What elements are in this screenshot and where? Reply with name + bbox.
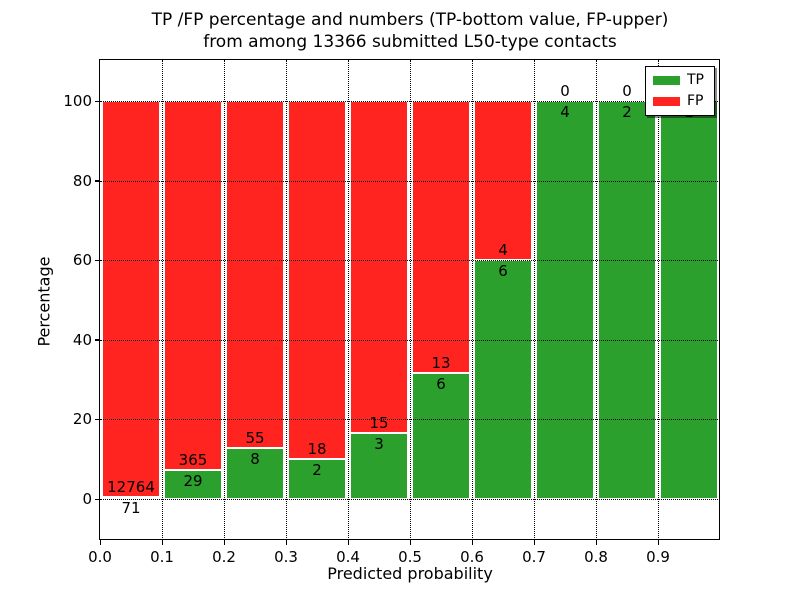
x-tick-label: 0.1 xyxy=(150,548,174,566)
legend-entry-tp: TP xyxy=(646,73,714,88)
tp-bar-segment xyxy=(164,469,222,499)
y-gridline xyxy=(100,260,720,262)
y-tick-label: 60 xyxy=(72,251,92,270)
tp-count-label: 2 xyxy=(312,461,322,480)
x-tick xyxy=(409,540,411,545)
chart-title-line1: TP /FP percentage and numbers (TP-bottom… xyxy=(151,10,669,30)
fp-bar-segment xyxy=(412,101,470,374)
legend: TP FP xyxy=(645,66,715,116)
tp-count-label: 8 xyxy=(250,450,260,469)
x-gridline xyxy=(410,60,411,540)
x-tick xyxy=(347,540,349,545)
x-tick xyxy=(595,540,597,545)
fp-bar-segment xyxy=(164,101,222,470)
y-gridline xyxy=(100,101,720,102)
x-tick-label: 0.3 xyxy=(274,548,298,566)
fp-count-label: 18 xyxy=(307,440,327,459)
fp-count-label: 4 xyxy=(498,241,508,260)
tp-bar-segment xyxy=(350,432,408,499)
x-gridline xyxy=(224,60,225,540)
x-tick-label: 0.5 xyxy=(398,548,422,566)
x-gridline xyxy=(658,60,659,540)
y-tick-label: 100 xyxy=(63,92,92,110)
tp-count-label: 3 xyxy=(374,434,384,453)
y-tick xyxy=(95,418,100,421)
tp-color-swatch xyxy=(653,76,680,86)
fp-count-label: 15 xyxy=(369,413,389,432)
chart-title-line2: from among 13366 submitted L50-type cont… xyxy=(203,32,617,52)
y-tick xyxy=(95,339,100,341)
tp-bar-segment xyxy=(288,459,346,499)
y-tick xyxy=(95,180,100,182)
y-tick xyxy=(95,498,100,500)
fp-bar-segment xyxy=(102,101,160,497)
x-gridline xyxy=(348,60,349,540)
fp-count-label: 13 xyxy=(431,354,451,373)
x-tick xyxy=(471,540,473,545)
x-tick-label: 0.7 xyxy=(522,548,546,566)
y-gridline xyxy=(100,180,720,182)
tp-bar-segment xyxy=(660,101,718,499)
tp-bar-segment xyxy=(226,448,284,499)
fp-count-label: 365 xyxy=(178,450,208,469)
x-gridline xyxy=(534,60,535,540)
y-tick xyxy=(95,259,100,262)
fp-bar-segment xyxy=(226,101,284,449)
x-tick-label: 0.6 xyxy=(460,548,484,566)
x-tick-label: 0.8 xyxy=(584,548,608,566)
tp-bar-segment xyxy=(598,101,656,499)
legend-entry-fp: FP xyxy=(646,92,714,109)
fp-bar-segment xyxy=(288,101,346,460)
tp-count-label: 29 xyxy=(183,471,203,490)
y-axis-label: Percentage xyxy=(34,256,54,347)
y-gridline xyxy=(100,419,720,421)
x-tick xyxy=(657,540,659,545)
y-gridline xyxy=(100,499,720,500)
x-gridline xyxy=(286,60,287,540)
fp-count-label: 0 xyxy=(622,82,632,100)
fp-count-label: 0 xyxy=(560,82,570,100)
y-tick-label: 20 xyxy=(72,410,92,429)
y-tick-label: 80 xyxy=(72,171,92,190)
tp-bar-segment xyxy=(536,101,594,499)
x-tick xyxy=(533,540,535,545)
x-gridline xyxy=(596,60,597,540)
x-axis-label: Predicted probability xyxy=(327,564,493,583)
x-tick-label: 0.4 xyxy=(336,548,360,566)
x-gridline xyxy=(472,60,473,540)
fp-count-label: 55 xyxy=(245,429,265,448)
legend-label: TP xyxy=(687,72,704,89)
tp-bar-segment xyxy=(412,373,470,499)
fp-color-swatch xyxy=(653,96,680,106)
y-tick-label: 40 xyxy=(72,330,92,349)
fp-bar-segment xyxy=(350,101,408,433)
x-tick xyxy=(161,540,163,545)
tp-count-label: 2 xyxy=(622,103,632,121)
tp-count-label: 71 xyxy=(121,498,141,517)
tp-count-label: 6 xyxy=(498,262,508,281)
x-tick xyxy=(99,540,101,545)
x-tick-label: 0.2 xyxy=(212,548,236,566)
x-tick xyxy=(223,540,225,545)
tp-count-label: 6 xyxy=(436,375,446,394)
y-tick xyxy=(95,100,100,102)
tp-count-label: 4 xyxy=(560,103,570,121)
x-tick xyxy=(285,540,287,545)
fp-count-label: 12764 xyxy=(107,477,155,496)
tp-bar-segment xyxy=(102,496,160,499)
y-tick-label: 0 xyxy=(82,490,92,508)
x-tick-label: 0.9 xyxy=(646,548,670,566)
y-gridline xyxy=(100,339,720,341)
x-gridline xyxy=(162,60,163,540)
legend-label: FP xyxy=(687,92,704,109)
tp-bar-segment xyxy=(474,260,532,499)
x-tick-label: 0.0 xyxy=(88,548,112,566)
